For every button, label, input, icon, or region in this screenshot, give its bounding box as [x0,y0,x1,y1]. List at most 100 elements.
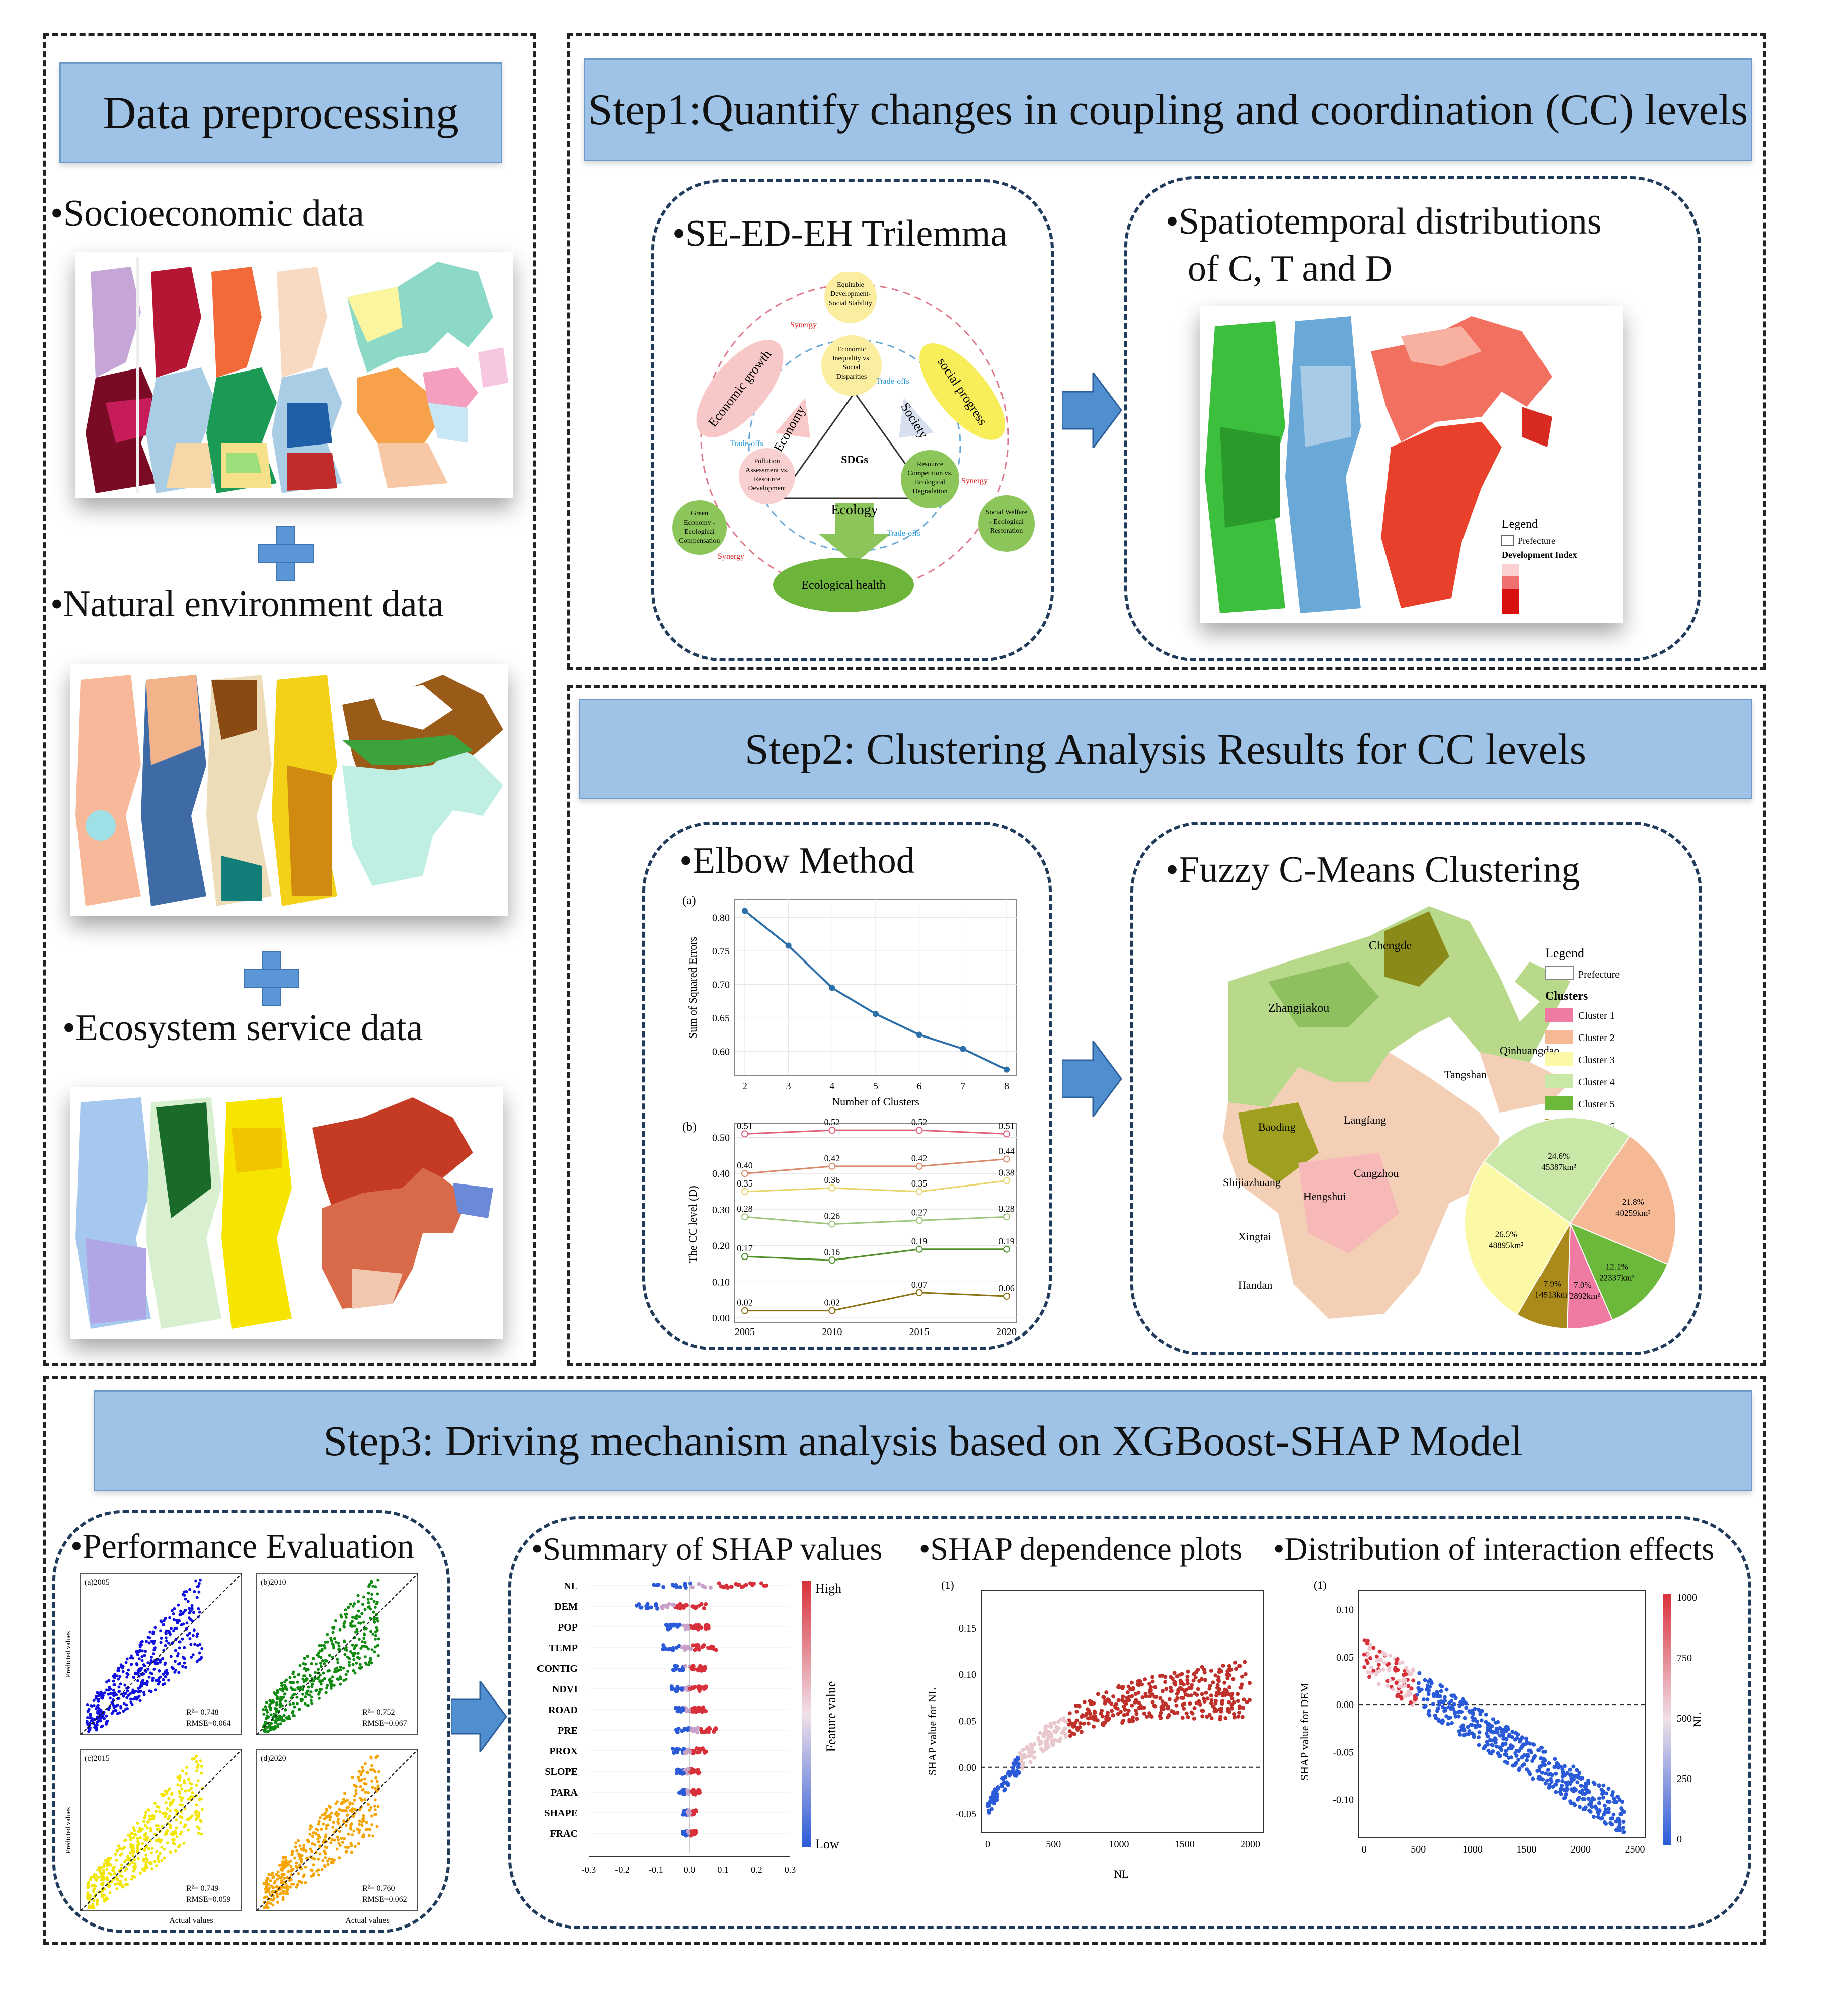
int-ytick: -0.10 [1333,1795,1354,1806]
int-point [1604,1791,1609,1796]
perf-point [293,1692,296,1696]
dep-point [1163,1675,1168,1679]
int-point [1486,1742,1490,1747]
dep-point [1020,1763,1025,1767]
perf-point [358,1663,362,1666]
shap-point [689,1666,694,1670]
perf-point [131,1861,134,1864]
perf-point [301,1688,304,1691]
perf-point [162,1619,166,1622]
dep-point [1105,1711,1110,1715]
perf-point [96,1709,100,1713]
int-point [1429,1681,1434,1685]
dep-point [1046,1736,1051,1740]
perf-point [140,1655,144,1659]
perf-point [312,1831,315,1834]
dep-point [1061,1718,1065,1722]
shap-point [706,1646,711,1650]
perf-point [173,1660,177,1663]
dep-point [1175,1691,1179,1696]
shap-point [691,1709,696,1714]
perf-point [187,1789,191,1792]
perf-point [179,1784,183,1787]
perf-point [296,1686,300,1689]
dep-point [993,1793,998,1797]
dep-point [1205,1715,1209,1719]
int-point [1477,1743,1481,1747]
perf-point [120,1852,124,1856]
perf-point [88,1894,92,1897]
perf-point [320,1644,323,1647]
perf-point [99,1871,102,1874]
dep-point [1036,1736,1041,1740]
shap-summary-plot: NLDEMPOPTEMPCONTIGNDVIROADPREPROXSLOPEPA… [537,1576,841,1875]
perf-point [324,1833,328,1837]
dep-point [1134,1712,1139,1716]
elbow-b-series-line [744,1180,1007,1193]
perf-point [357,1842,360,1845]
perf-point [372,1610,375,1614]
elbow-b-point [915,1217,923,1224]
perf-point [145,1838,148,1842]
perf-point [376,1784,380,1788]
perf-point [300,1847,303,1851]
perf-point [310,1701,314,1705]
perf-point [332,1644,335,1647]
perf-point [362,1814,365,1817]
perf-point [145,1640,148,1643]
perf-point [121,1847,124,1851]
int-point [1417,1671,1422,1675]
perf-point [311,1682,314,1686]
elbow-b-series-line [745,1292,1007,1312]
perf-point [270,1872,274,1876]
int-point [1581,1807,1586,1812]
dep-point [1011,1765,1015,1770]
int-point [1425,1697,1430,1702]
perf-point [153,1688,157,1692]
int-point [1406,1684,1411,1688]
int-point [1362,1638,1367,1643]
perf-point [376,1578,380,1582]
perf-point [166,1789,169,1793]
perf-point [325,1815,328,1819]
int-point [1601,1795,1605,1800]
perf-point [149,1659,153,1662]
dep-point [1011,1761,1016,1766]
perf-point [112,1694,116,1697]
shap-point [708,1585,713,1590]
elbow-b-data-label: 0.26 [824,1211,840,1221]
perf-point [155,1824,158,1827]
int-point [1560,1779,1565,1783]
perf-point [180,1799,183,1802]
perf-point [146,1667,150,1671]
perf-point [328,1857,331,1861]
dep-point [1115,1707,1120,1711]
shap-point [680,1667,684,1672]
dep-point [1088,1699,1092,1704]
perf-point [295,1861,298,1865]
perf-point [190,1795,193,1798]
dep-point [991,1790,996,1795]
int-point [1376,1663,1381,1667]
perf-point [373,1645,377,1649]
int-point [1431,1692,1436,1696]
shap-point [670,1686,674,1691]
rb-node-line-3: Restoration [990,527,1023,535]
int-point [1575,1774,1580,1779]
perf-point [344,1615,348,1619]
perf-point [196,1779,200,1783]
perf-point [318,1688,322,1691]
perf-point [310,1685,314,1688]
dep-point [992,1799,997,1804]
dep-point [1199,1677,1204,1681]
perf-point [376,1754,379,1758]
perf-point [370,1648,374,1652]
int-point [1553,1757,1557,1761]
dep-point [1183,1692,1188,1697]
perf-point [319,1661,322,1665]
perf-point [150,1655,153,1659]
spatiotemporal-title-1: •Spatiotemporal distributions [1166,201,1602,242]
int-point [1403,1694,1408,1698]
int-point [1406,1693,1411,1697]
perf-point [138,1686,142,1689]
